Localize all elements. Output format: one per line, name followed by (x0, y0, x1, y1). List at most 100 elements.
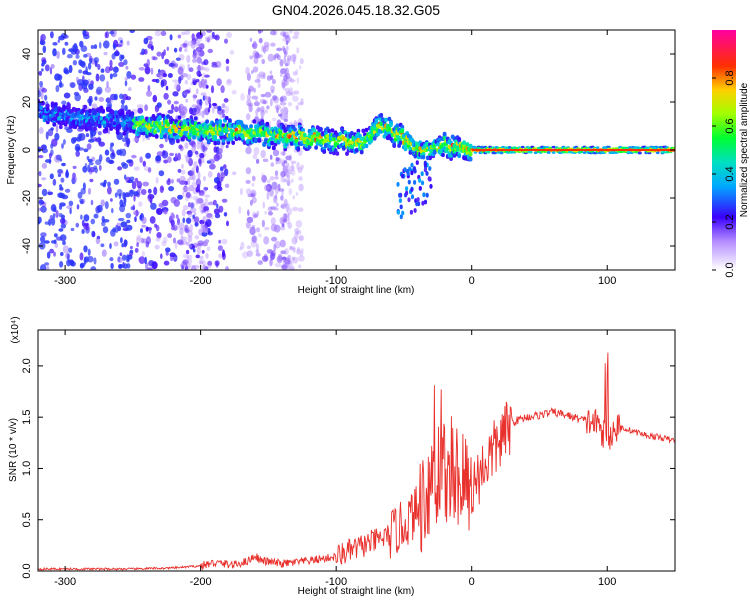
heatmap-noise-cell (184, 227, 190, 233)
heatmap-noise-cell (286, 175, 291, 180)
heatmap-ridge-cell (421, 155, 426, 160)
heatmap-noise-cell (172, 79, 179, 83)
heatmap-noise-cell (107, 181, 111, 187)
heatmap-noise-cell (82, 182, 86, 191)
heatmap-noise-cell (296, 77, 300, 84)
heatmap-noise-cell (88, 138, 95, 143)
heatmap-noise-cell (275, 157, 280, 162)
heatmap-ridge-cell (293, 127, 297, 132)
heatmap-ridge-cell (499, 151, 504, 155)
heatmap-noise-cell (39, 40, 46, 46)
heatmap-noise-cell (239, 188, 243, 196)
heatmap-noise-cell (292, 195, 296, 200)
heatmap-streak-cell (423, 162, 427, 168)
heatmap-noise-cell (121, 137, 127, 143)
heatmap-ridge-cell (213, 135, 218, 140)
heatmap-noise-cell (182, 187, 186, 191)
heatmap-streak-cell (396, 209, 400, 215)
heatmap-ridge-cell (493, 151, 497, 155)
heatmap-noise-cell (40, 236, 46, 243)
heatmap-noise-cell (141, 216, 147, 224)
spectrogram-y-ticks: -40 -20 0 20 40 (21, 48, 675, 254)
heatmap-noise-cell (117, 166, 123, 171)
heatmap-noise-cell (198, 37, 203, 42)
heatmap-noise-cell (61, 162, 66, 167)
colorbar-tick-label: 0.0 (724, 262, 736, 277)
y-tick-label: 1.5 (21, 410, 33, 425)
heatmap-noise-cell (179, 227, 184, 236)
heatmap-noise-cell (161, 240, 167, 247)
heatmap-noise-cell (72, 60, 78, 66)
heatmap-noise-cell (44, 221, 49, 225)
heatmap-ridge-cell (359, 136, 364, 141)
heatmap-noise-cell (60, 217, 66, 225)
heatmap-noise-cell (272, 149, 280, 157)
heatmap-noise-cell (123, 59, 128, 66)
heatmap-noise-cell (69, 260, 75, 267)
heatmap-ridge-cell (45, 103, 50, 109)
heatmap-noise-cell (297, 101, 304, 106)
heatmap-ridge-cell (332, 137, 336, 142)
heatmap-ridge-cell (39, 105, 44, 111)
heatmap-noise-cell (147, 85, 151, 92)
y-tick-label: 1.0 (21, 461, 33, 476)
heatmap-noise-cell (273, 207, 279, 211)
heatmap-ridge-cell (437, 137, 442, 142)
heatmap-noise-cell (57, 170, 64, 175)
heatmap-streak-cell (410, 194, 415, 200)
heatmap-ridge-cell (88, 125, 92, 131)
heatmap-noise-cell (292, 35, 299, 40)
heatmap-noise-cell (270, 223, 278, 232)
heatmap-noise-cell (206, 213, 213, 218)
heatmap-ridge-cell (158, 115, 162, 120)
heatmap-noise-cell (213, 154, 220, 162)
heatmap-noise-cell (98, 141, 106, 147)
heatmap-ridge-cell (655, 151, 660, 155)
heatmap-noise-cell (187, 149, 193, 158)
heatmap-noise-cell (251, 70, 254, 74)
heatmap-noise-cell (112, 43, 116, 49)
heatmap-noise-cell (277, 188, 285, 192)
heatmap-noise-cell (200, 192, 205, 197)
heatmap-noise-cell (169, 152, 175, 157)
heatmap-noise-cell (201, 229, 208, 234)
heatmap-noise-cell (264, 226, 270, 231)
heatmap-ridge-cell (392, 142, 397, 148)
heatmap-noise-cell (246, 72, 251, 81)
heatmap-noise-cell (174, 106, 179, 113)
heatmap-noise-cell (214, 260, 220, 267)
heatmap-noise-cell (44, 64, 50, 72)
heatmap-noise-cell (124, 104, 128, 112)
snr-content (38, 352, 675, 571)
heatmap-noise-cell (66, 128, 73, 134)
heatmap-ridge-cell (58, 124, 63, 130)
heatmap-noise-cell (94, 96, 98, 101)
heatmap-noise-cell (216, 78, 222, 86)
heatmap-noise-cell (258, 30, 262, 35)
heatmap-noise-cell (270, 206, 277, 210)
heatmap-noise-cell (285, 35, 291, 44)
heatmap-noise-cell (251, 95, 259, 100)
heatmap-noise-cell (141, 224, 147, 228)
heatmap-noise-cell (43, 240, 50, 244)
heatmap-noise-cell (297, 246, 300, 254)
y-tick-label: -20 (21, 190, 33, 206)
heatmap-noise-cell (186, 262, 192, 268)
heatmap-noise-cell (40, 232, 47, 238)
heatmap-noise-cell (138, 256, 146, 264)
heatmap-noise-cell (259, 73, 266, 80)
heatmap-streak-cell (410, 170, 414, 176)
heatmap-noise-cell (85, 133, 90, 138)
heatmap-noise-cell (48, 218, 52, 226)
heatmap-noise-cell (264, 91, 272, 98)
heatmap-noise-cell (293, 56, 296, 65)
heatmap-noise-cell (61, 214, 65, 219)
heatmap-streak-cell (412, 166, 416, 171)
heatmap-noise-cell (211, 61, 217, 66)
heatmap-noise-cell (59, 186, 64, 191)
heatmap-noise-cell (187, 235, 193, 243)
heatmap-noise-cell (255, 252, 261, 257)
heatmap-noise-cell (142, 181, 149, 187)
heatmap-noise-cell (224, 38, 228, 44)
heatmap-noise-cell (292, 71, 297, 76)
